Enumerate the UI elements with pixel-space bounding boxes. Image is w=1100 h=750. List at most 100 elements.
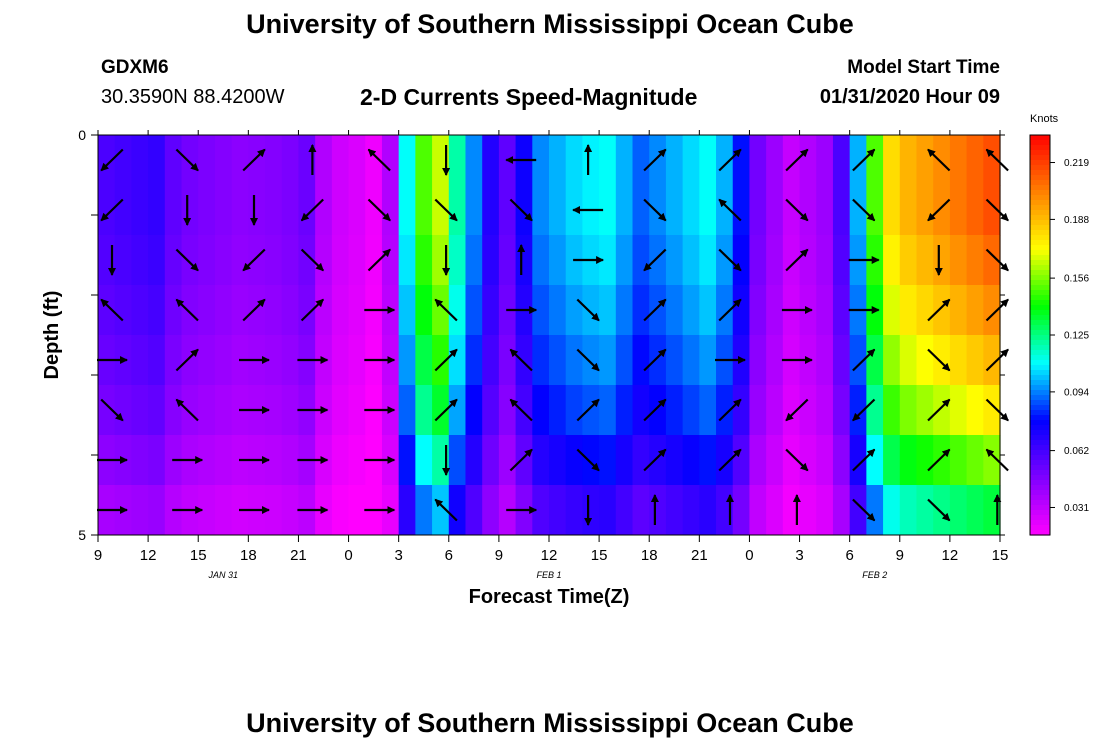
colorbar-segment: [1030, 325, 1050, 331]
heatmap-cell: [482, 135, 500, 186]
colorbar-segment: [1030, 490, 1050, 496]
heatmap-cell: [682, 485, 700, 536]
heatmap-cell: [214, 335, 233, 386]
date-label: FEB 1: [536, 570, 561, 580]
current-arrow: [434, 298, 458, 322]
current-arrow: [852, 498, 876, 522]
heatmap-cell: [482, 285, 500, 336]
heatmap-cell: [482, 385, 500, 436]
colorbar-segment: [1030, 430, 1050, 436]
colorbar: 0.031 0.062 0.094 0.125 0.156 0.188 0.219: [1029, 134, 1089, 536]
current-arrow: [785, 148, 809, 172]
heatmap-cell: [866, 485, 884, 536]
heatmap-cell: [281, 485, 300, 536]
heatmap-cell: [181, 185, 199, 236]
heatmap-cell: [415, 335, 433, 386]
colorbar-segment: [1030, 315, 1050, 321]
heatmap-cell: [148, 285, 166, 336]
heatmap-cell: [966, 485, 984, 536]
heatmap-cell: [114, 285, 132, 336]
current-arrow: [576, 298, 600, 322]
heatmap-cell: [281, 335, 300, 386]
heatmap-cell: [148, 185, 166, 236]
current-arrow: [100, 198, 124, 222]
heatmap-cell: [448, 285, 467, 336]
heatmap-cell: [148, 485, 166, 536]
current-arrow: [985, 198, 1009, 222]
heatmap-cell: [549, 485, 567, 536]
heatmap-cell: [866, 335, 884, 386]
current-arrow: [434, 398, 458, 422]
heatmap-cell: [181, 385, 199, 436]
colorbar-segment: [1030, 365, 1050, 371]
heatmap-cell: [949, 285, 968, 336]
current-arrow: [242, 148, 266, 172]
heatmap-cell: [281, 285, 300, 336]
heatmap-cell: [649, 335, 667, 386]
current-arrow: [718, 448, 742, 472]
current-arrow: [927, 398, 951, 422]
heatmap-cell: [565, 135, 583, 186]
current-arrow: [927, 348, 951, 372]
heatmap-cell: [933, 135, 951, 186]
heatmap-cell: [131, 385, 149, 436]
heatmap-cell: [782, 235, 801, 286]
current-arrow: [434, 498, 458, 522]
heatmap-cell: [381, 135, 400, 186]
heatmap-cell: [983, 435, 1001, 486]
heatmap-cell: [465, 435, 483, 486]
heatmap-cell: [749, 185, 767, 236]
heatmap-cell: [983, 235, 1001, 286]
heatmap-cell: [916, 135, 934, 186]
heatmap-cell: [665, 235, 684, 286]
current-arrow: [175, 348, 199, 372]
heatmap-cell: [933, 285, 951, 336]
heatmap-cell: [816, 385, 834, 436]
heatmap-cell: [966, 435, 984, 486]
colorbar-segment: [1030, 300, 1050, 306]
heatmap-cell: [515, 235, 533, 286]
heatmap-cell: [799, 435, 817, 486]
heatmap-cell: [582, 335, 600, 386]
heatmap-cell: [114, 185, 132, 236]
heatmap-cell: [632, 185, 650, 236]
heatmap-cell: [799, 385, 817, 436]
heatmap-cell: [782, 435, 801, 486]
heatmap-cell: [716, 385, 734, 436]
heatmap-cell: [749, 435, 767, 486]
heatmap-cell: [699, 335, 717, 386]
heatmap-cell: [866, 135, 884, 186]
heatmap-cell: [131, 235, 149, 286]
current-arrow: [576, 348, 600, 372]
footer-title: University of Southern Mississippi Ocean…: [246, 708, 854, 738]
heatmap-cell: [766, 435, 784, 486]
heatmap-cell: [749, 285, 767, 336]
colorbar-segment: [1030, 410, 1050, 416]
heatmap-cell: [582, 435, 600, 486]
heatmap-cell: [265, 235, 283, 286]
heatmap-cell: [883, 485, 901, 536]
heatmap-cell: [214, 135, 233, 186]
colorbar-segment: [1030, 240, 1050, 246]
x-tick-label: 6: [845, 547, 853, 564]
current-arrow: [852, 148, 876, 172]
heatmap-cell: [315, 285, 333, 336]
heatmap-cell: [298, 285, 316, 336]
current-arrow: [300, 198, 324, 222]
heatmap-cell: [949, 385, 968, 436]
x-tick-label: 3: [394, 547, 402, 564]
heatmap-cell: [966, 135, 984, 186]
colorbar-tick-label: 0.156: [1064, 274, 1089, 285]
heatmap-cell: [181, 335, 199, 386]
current-arrow: [718, 298, 742, 322]
heatmap-cell: [816, 135, 834, 186]
heatmap-cell: [148, 435, 166, 486]
current-arrow: [927, 298, 951, 322]
heatmap-cell: [599, 435, 617, 486]
heatmap-cell: [916, 385, 934, 436]
current-arrow: [927, 148, 951, 172]
heatmap-cell: [632, 235, 650, 286]
heatmap-cell: [665, 485, 684, 536]
heatmap-cell: [682, 335, 700, 386]
